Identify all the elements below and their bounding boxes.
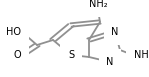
Text: NH₂: NH₂ <box>134 50 149 60</box>
Text: O: O <box>14 50 21 60</box>
Text: HO: HO <box>6 27 21 37</box>
Text: N: N <box>111 27 119 37</box>
Text: S: S <box>68 50 74 60</box>
Text: NH₂: NH₂ <box>89 0 107 9</box>
Text: N: N <box>106 57 114 67</box>
